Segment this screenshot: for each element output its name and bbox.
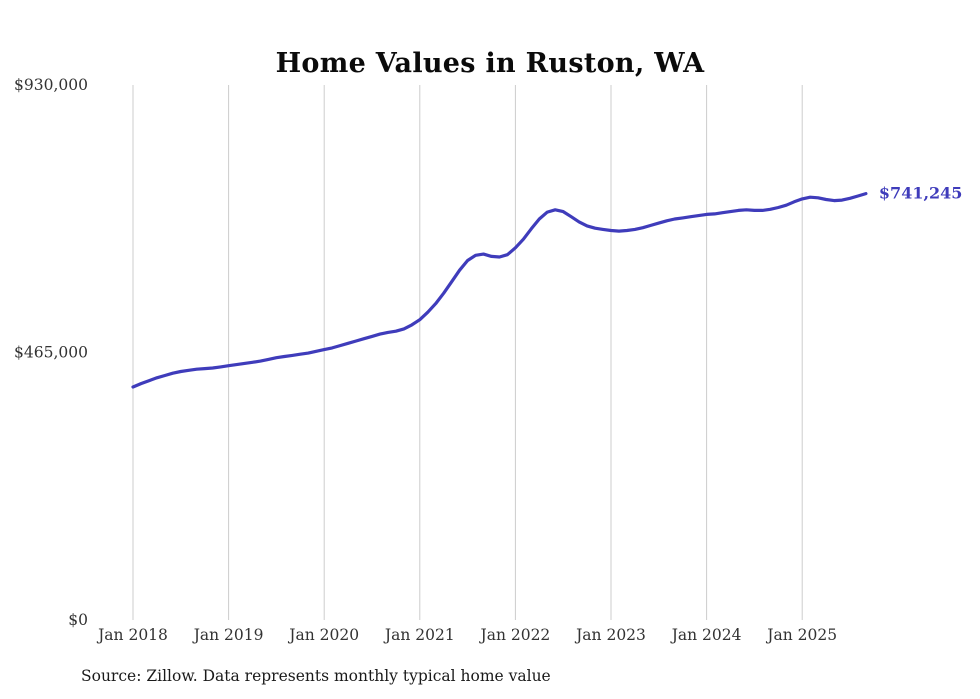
x-tick-label: Jan 2019 <box>192 626 264 644</box>
home-value-line <box>131 192 868 389</box>
x-tick-label: Jan 2022 <box>478 626 550 644</box>
x-tick-label: Jan 2020 <box>287 626 359 644</box>
x-tick-label: Jan 2025 <box>765 626 837 644</box>
x-tick-label: Jan 2023 <box>574 626 646 644</box>
y-tick-label: $465,000 <box>14 344 88 362</box>
y-tick-label: $0 <box>68 611 88 629</box>
source-note: Source: Zillow. Data represents monthly … <box>81 667 551 685</box>
y-tick-label: $930,000 <box>14 76 88 94</box>
line-chart: Jan 2018 Jan 2019 Jan 2020 Jan 2021 Jan 2022… <box>14 76 963 644</box>
chart-title: Home Values in Ruston, WA <box>275 48 705 80</box>
x-tick-label: Jan 2024 <box>670 626 742 644</box>
x-tick-label: Jan 2021 <box>383 626 455 644</box>
x-tick-label: Jan 2018 <box>96 626 168 644</box>
end-value-label: $741,245 <box>879 184 963 203</box>
